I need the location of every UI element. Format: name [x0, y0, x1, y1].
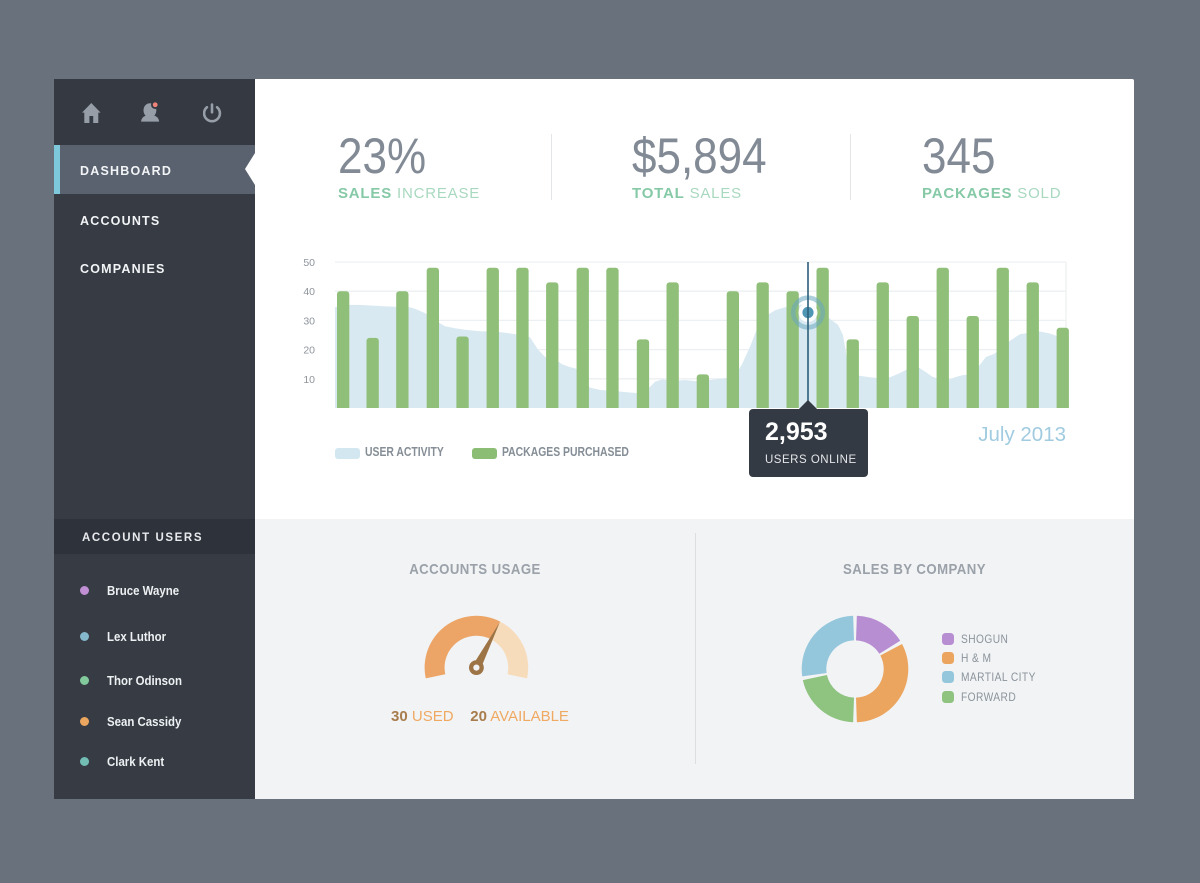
svg-text:20: 20 [303, 345, 315, 357]
svg-text:30: 30 [303, 315, 315, 327]
svg-text:10: 10 [303, 374, 315, 386]
svg-text:50: 50 [303, 257, 315, 269]
svg-text:40: 40 [303, 286, 315, 298]
